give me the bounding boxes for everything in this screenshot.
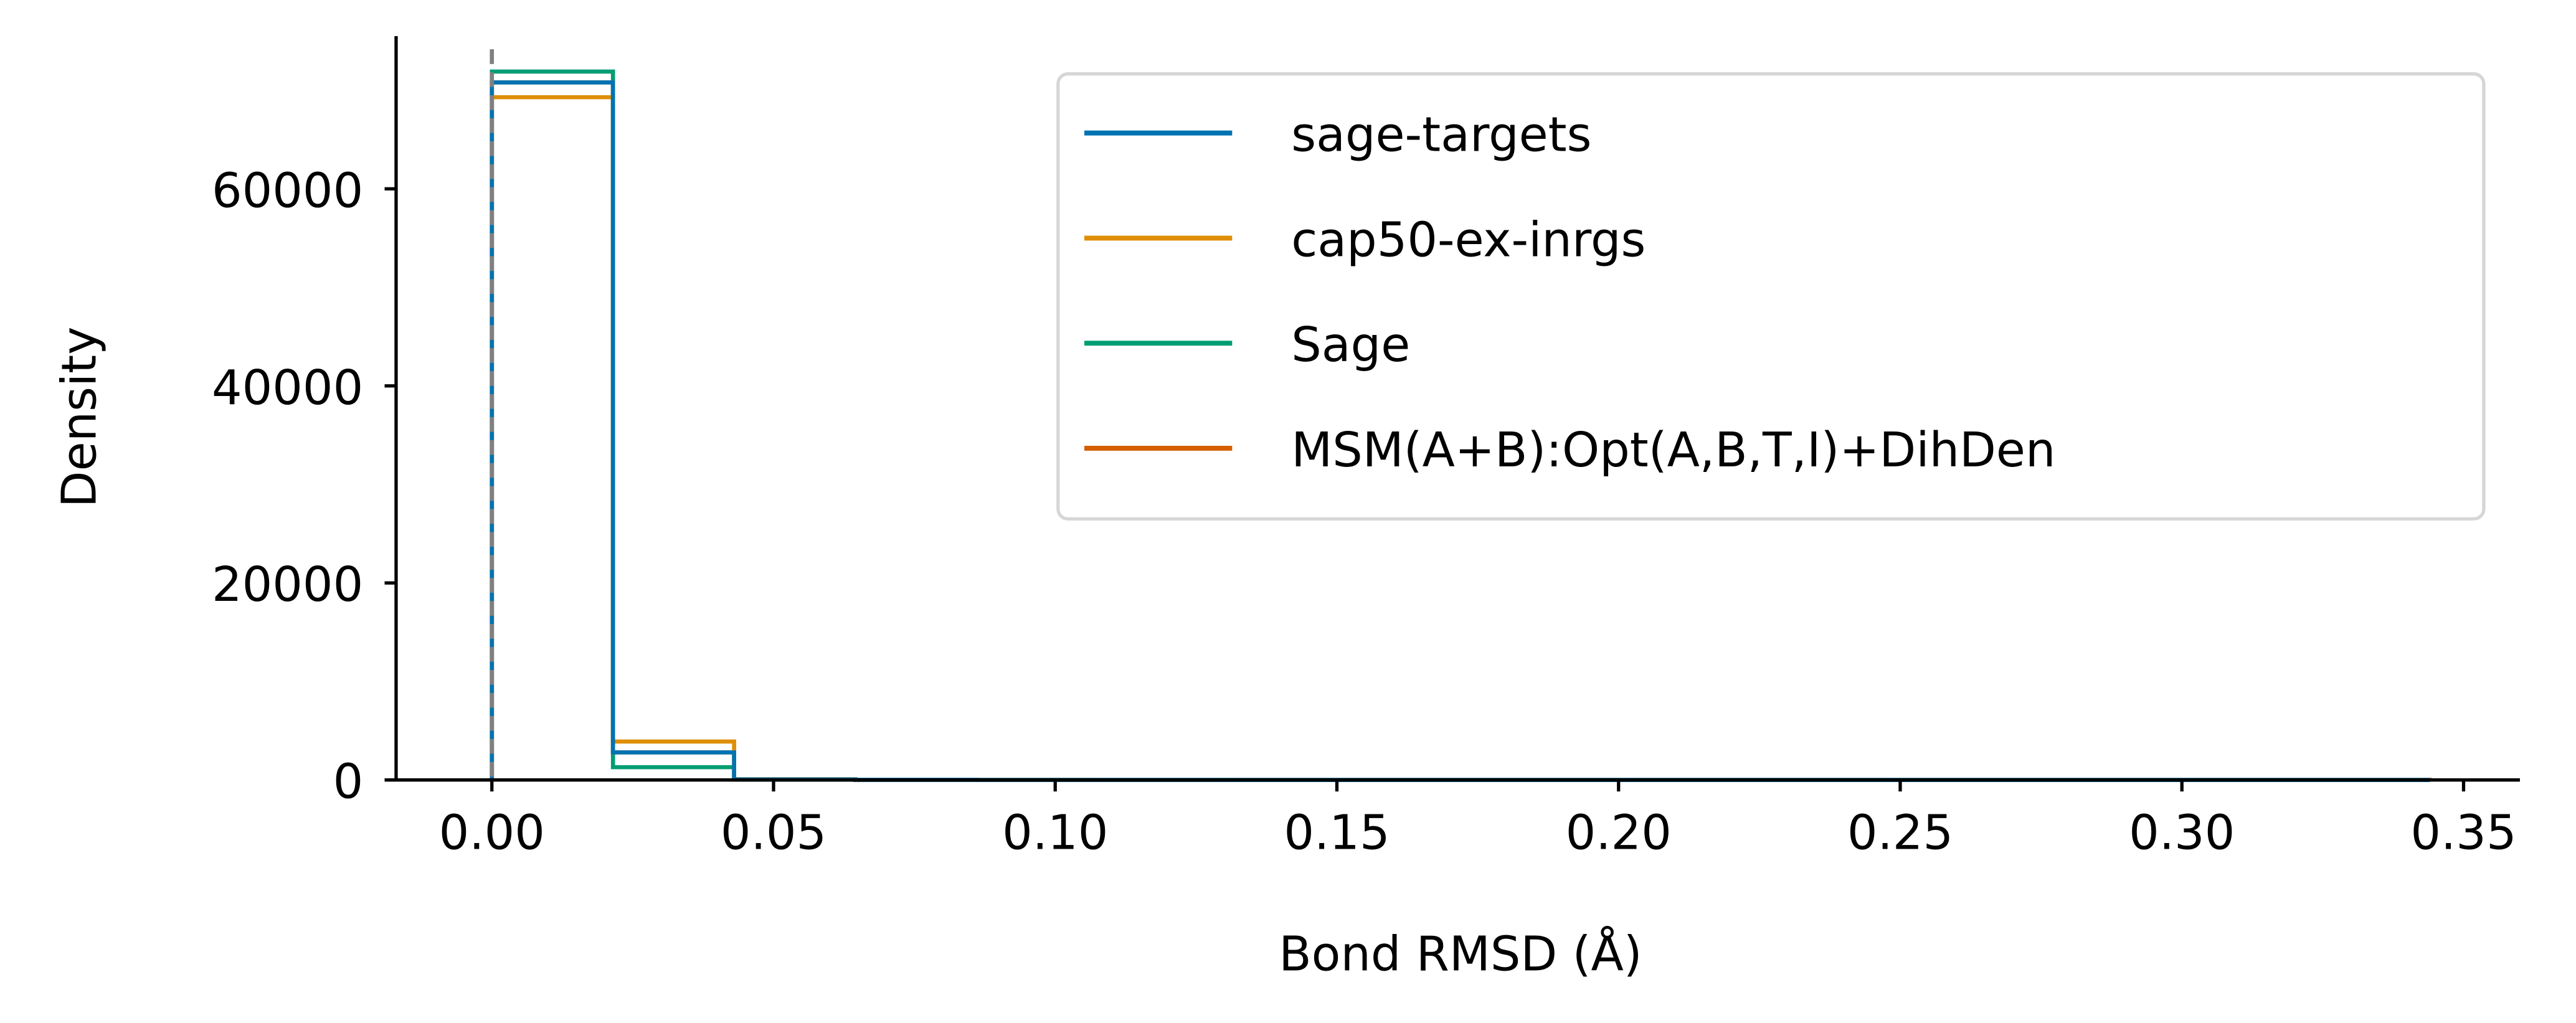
x-tick-label: 0.35 — [2410, 805, 2516, 860]
x-tick-label: 0.10 — [1002, 805, 1108, 860]
y-tick-label: 0 — [333, 755, 364, 810]
legend: sage-targets cap50-ex-inrgs Sage MSM(A+B):O… — [1056, 72, 2486, 521]
legend-label: Sage — [1291, 318, 1410, 373]
x-tick-label: 0.20 — [1566, 805, 1672, 860]
legend-label: sage-targets — [1291, 108, 1591, 163]
x-tick-label: 0.30 — [2129, 805, 2235, 860]
legend-label: MSM(A+B):Opt(A,B,T,I)+DihDen — [1291, 423, 2055, 478]
y-tick-label: 40000 — [212, 361, 363, 416]
x-axis-label: Bond RMSD (Å) — [1279, 926, 1642, 983]
x-tick-label: 0.05 — [721, 805, 826, 860]
axes: 0.00 0.05 0.10 0.15 0.20 0.25 0.30 0.35 0 20000 40… — [212, 36, 2520, 860]
y-axis-label: Density — [52, 326, 107, 507]
x-tick-label: 0.00 — [439, 805, 545, 860]
legend-label: cap50-ex-inrgs — [1291, 212, 1646, 268]
legend-box — [1056, 72, 2486, 521]
y-tick-label: 60000 — [212, 163, 363, 219]
x-tick-label: 0.25 — [1847, 805, 1953, 860]
y-tick-label: 20000 — [212, 557, 363, 613]
x-tick-label: 0.15 — [1284, 805, 1390, 860]
